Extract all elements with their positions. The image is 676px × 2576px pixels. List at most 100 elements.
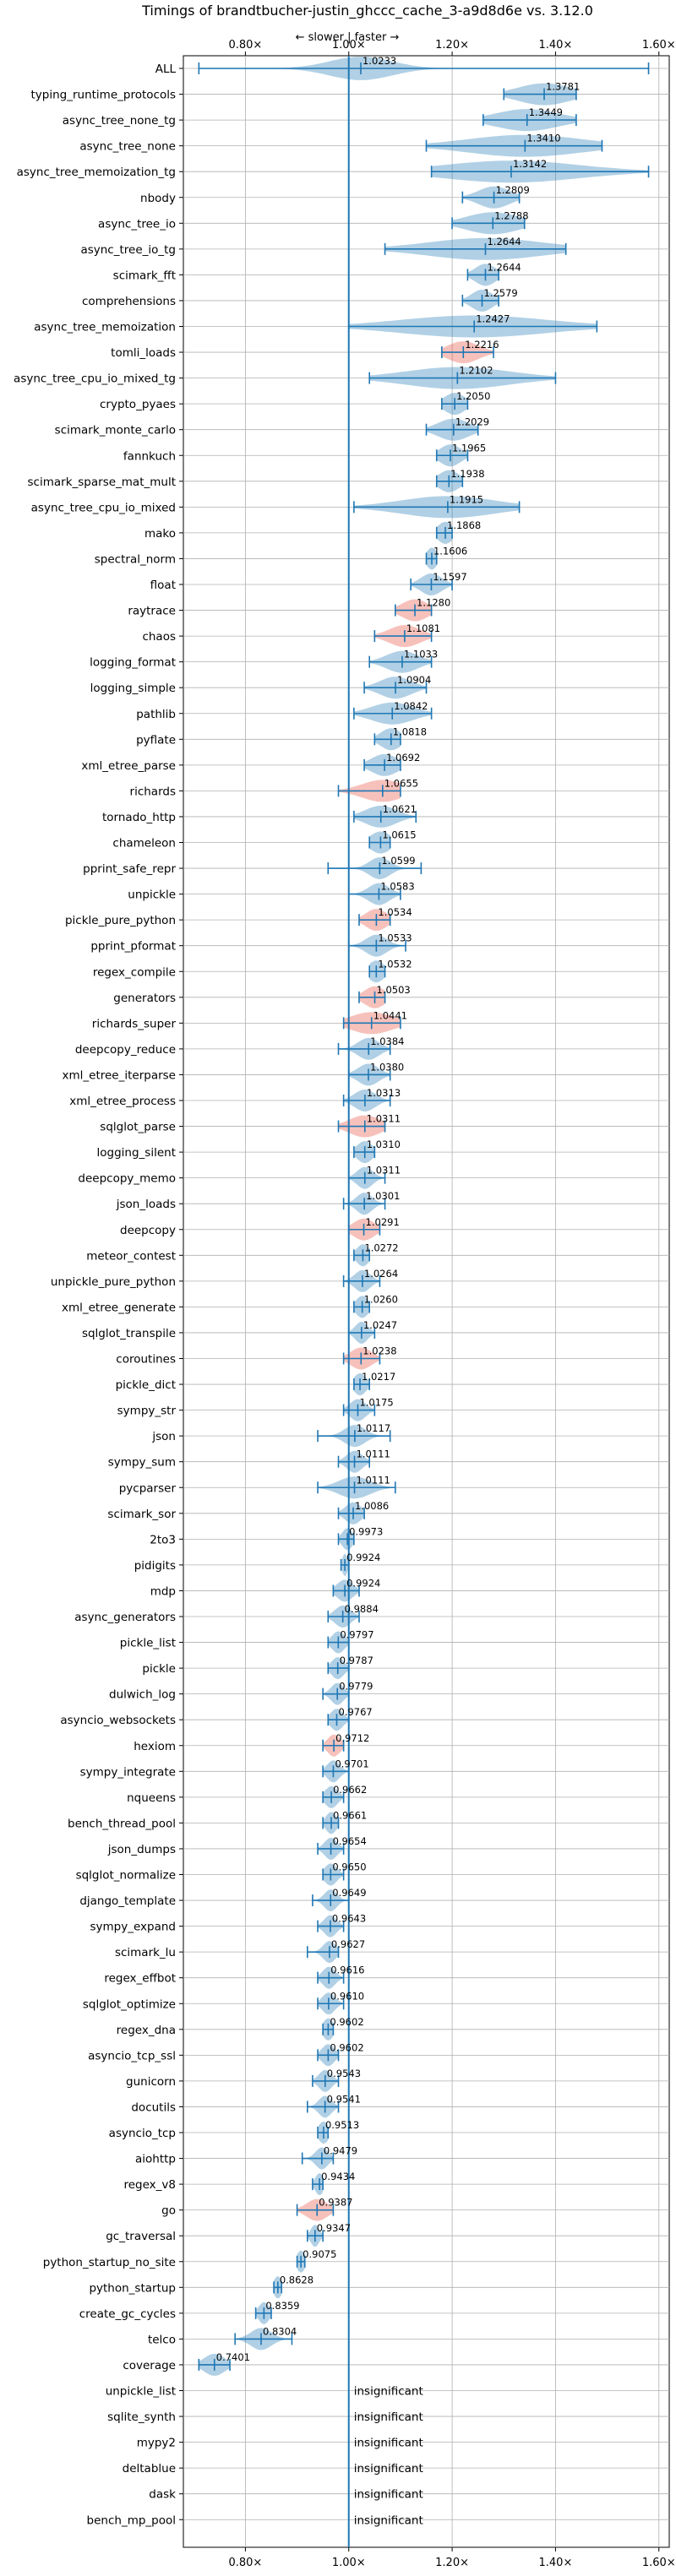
benchmark-name: richards_super xyxy=(92,1017,177,1030)
benchmark-name: sympy_integrate xyxy=(80,1765,176,1779)
benchmark-name: pathlib xyxy=(136,708,176,721)
benchmark-name: nbody xyxy=(140,192,176,205)
benchmark-name: sqlglot_transpile xyxy=(82,1327,176,1340)
value-label: 0.7401 xyxy=(216,2351,250,2363)
benchmark-name: async_tree_cpu_io_mixed_tg xyxy=(14,372,176,386)
benchmark-name: unpickle_pure_python xyxy=(51,1275,176,1289)
benchmark-name: crypto_pyaes xyxy=(100,398,176,411)
value-label: 0.9924 xyxy=(346,1577,380,1589)
benchmark-name: hexiom xyxy=(134,1740,176,1753)
benchmark-name: asyncio_websockets xyxy=(60,1714,176,1727)
benchmark-name: mdp xyxy=(150,1584,176,1598)
value-label: 0.9616 xyxy=(330,1965,364,1976)
value-label: 1.0233 xyxy=(363,55,396,67)
benchmark-name: async_tree_none_tg xyxy=(63,114,176,128)
value-label: 1.2644 xyxy=(487,236,521,247)
benchmark-name: async_generators xyxy=(74,1611,176,1624)
benchmark-name: sympy_sum xyxy=(108,1456,176,1470)
benchmark-name: coroutines xyxy=(116,1353,176,1367)
benchmark-name: async_tree_memoization xyxy=(34,321,176,334)
benchmark-name: pprint_safe_repr xyxy=(83,862,176,876)
value-label: 1.3410 xyxy=(526,133,560,144)
value-label: 1.0264 xyxy=(364,1268,398,1280)
value-label: 1.0117 xyxy=(357,1422,390,1434)
insignificant-label: insignificant xyxy=(354,2514,423,2527)
x-tick-label-top: 1.60× xyxy=(642,39,676,52)
benchmark-name: async_tree_none xyxy=(79,140,176,154)
benchmark-name: mako xyxy=(144,527,176,541)
benchmark-name: spectral_norm xyxy=(95,552,176,566)
value-label: 1.0247 xyxy=(363,1319,397,1331)
insignificant-label: insignificant xyxy=(354,2385,423,2399)
benchmark-name: sqlglot_optimize xyxy=(83,1997,176,2011)
benchmark-name: gunicorn xyxy=(126,2075,176,2089)
value-label: 0.9543 xyxy=(327,2068,361,2079)
grid-layer xyxy=(183,56,669,2547)
value-label: 1.1280 xyxy=(417,597,450,609)
x-tick-label-bottom: 1.00× xyxy=(332,2557,366,2569)
benchmark-name: regex_effbot xyxy=(104,1972,176,1986)
benchmark-name: telco xyxy=(148,2333,176,2346)
value-label: 0.9661 xyxy=(333,1809,367,1821)
benchmark-name: meteor_contest xyxy=(86,1249,176,1263)
value-label: 0.9712 xyxy=(335,1732,369,1744)
benchmark-name: chaos xyxy=(142,630,176,644)
value-label: 1.0311 xyxy=(367,1113,401,1125)
benchmark-name: deltablue xyxy=(123,2462,176,2475)
benchmark-name: scimark_sor xyxy=(107,1508,176,1521)
benchmark-name: django_template xyxy=(79,1894,176,1908)
value-label: 0.9767 xyxy=(338,1706,372,1718)
value-label: 1.2102 xyxy=(459,365,493,377)
x-tick-label-bottom: 0.80× xyxy=(228,2557,262,2569)
value-label: 1.0111 xyxy=(357,1474,390,1486)
benchmark-name: regex_dna xyxy=(117,2024,176,2037)
value-label: 1.0818 xyxy=(393,726,427,737)
benchmark-name: gc_traversal xyxy=(106,2230,176,2243)
x-tick-label-bottom: 1.60× xyxy=(642,2557,676,2569)
benchmark-name: comprehensions xyxy=(82,295,176,308)
benchmark-name: scimark_lu xyxy=(115,1946,176,1959)
value-label: 0.8304 xyxy=(263,2325,297,2337)
benchmark-name: sympy_str xyxy=(117,1405,177,1418)
benchmark-name: async_tree_cpu_io_mixed xyxy=(31,501,176,514)
benchmark-name: xml_etree_generate xyxy=(62,1301,176,1314)
value-label: 1.0534 xyxy=(378,906,412,918)
benchmark-name: typing_runtime_protocols xyxy=(31,89,177,102)
value-label: 0.9973 xyxy=(349,1525,383,1537)
value-label: 1.0904 xyxy=(397,674,431,686)
value-label: 1.1868 xyxy=(447,519,481,531)
benchmark-name: regex_v8 xyxy=(123,2178,176,2192)
value-label: 1.0615 xyxy=(382,829,416,841)
value-label: 0.8359 xyxy=(265,2300,299,2312)
value-label: 0.9797 xyxy=(340,1629,373,1641)
benchmark-name: create_gc_cycles xyxy=(79,2307,176,2321)
benchmark-name: pickle_pure_python xyxy=(65,914,176,927)
value-label: 0.9779 xyxy=(339,1681,373,1693)
value-label: 0.9924 xyxy=(346,1552,380,1563)
value-label: 1.0583 xyxy=(380,881,414,893)
value-label: 0.9602 xyxy=(330,2041,363,2053)
plot-area xyxy=(183,55,670,2548)
value-label: 0.9627 xyxy=(331,1938,365,1950)
benchmark-name: logging_simple xyxy=(90,682,176,695)
value-label: 1.3142 xyxy=(513,158,547,170)
benchmark-name: regex_compile xyxy=(93,965,176,979)
benchmark-name: python_startup_no_site xyxy=(43,2256,176,2269)
value-label: 1.0310 xyxy=(367,1139,401,1150)
benchmark-name: ALL xyxy=(155,62,177,76)
value-label: 1.1597 xyxy=(433,571,466,583)
benchmark-name: xml_etree_process xyxy=(69,1095,176,1108)
benchmark-name: sympy_expand xyxy=(90,1921,176,1934)
value-label: 0.9650 xyxy=(332,1861,366,1873)
value-label: 1.0301 xyxy=(366,1190,400,1202)
x-tick-label-top: 1.40× xyxy=(539,39,573,52)
benchmark-name: dask xyxy=(149,2488,176,2502)
benchmark-name: pprint_pformat xyxy=(90,940,176,954)
benchmark-name: async_tree_io_tg xyxy=(80,243,176,257)
value-label: 1.1606 xyxy=(433,545,467,557)
value-label: 1.0599 xyxy=(381,855,415,867)
benchmark-name: pickle_dict xyxy=(116,1378,176,1392)
value-label: 1.2050 xyxy=(456,390,490,402)
x-tick-label-top: 1.00× xyxy=(332,39,366,52)
